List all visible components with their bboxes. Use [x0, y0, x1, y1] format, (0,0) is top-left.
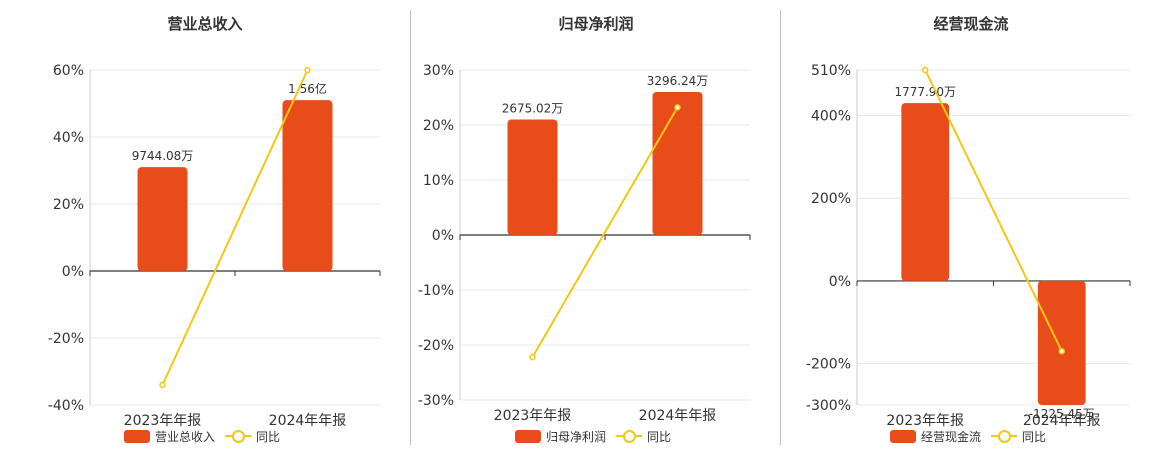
bar: [1037, 280, 1086, 405]
legend-line-swatch: [616, 429, 642, 443]
legend-bar-swatch: [889, 429, 916, 443]
yoy-point: [159, 381, 166, 389]
x-tick-label: 2024年年报: [639, 408, 717, 424]
yoy-point: [674, 104, 681, 111]
x-tick-label: 2024年年报: [1023, 413, 1101, 429]
y-tick-label: -20%: [48, 331, 84, 347]
net-profit-chart: 30% 20% 10% 0% -10% -20% -30% 2675.02万 3296.24万 2…: [418, 63, 751, 424]
bar-data-label: 2675.02万: [502, 102, 564, 116]
bar-data-label: 3296.24万: [647, 74, 709, 88]
y-tick-label: 0%: [62, 264, 84, 280]
y-tick-label: 0%: [432, 228, 454, 244]
legend-item-bar[interactable]: 归母净利润: [514, 428, 606, 445]
bar-data-label: -1225.45万: [1029, 407, 1095, 421]
yoy-point: [922, 66, 929, 74]
legend-line-label: 同比: [256, 429, 281, 444]
legend-line-swatch: [225, 429, 251, 443]
legend-item-line[interactable]: 同比: [616, 428, 671, 445]
panel-divider: [780, 10, 781, 445]
y-tick-label: 200%: [811, 191, 851, 207]
bar-data-label: 1777.90万: [894, 85, 956, 99]
legend-item-bar[interactable]: 营业总收入: [123, 428, 215, 445]
bar: [652, 92, 703, 235]
yoy-line: [161, 69, 309, 386]
cash-flow-chart-panel: 经营现金流 510% 400% 200% 0% -200% -300% 1777.90万 -1…: [782, 0, 1160, 450]
y-tick-label: 0%: [829, 274, 851, 290]
yoy-line: [924, 69, 1063, 352]
revenue-chart: 60% 40% 20% 0% -20% -40% 9744.08万 1.56亿 2023年年报 2…: [48, 63, 381, 429]
legend-line-label: 同比: [1022, 429, 1047, 444]
legend-item-line[interactable]: 同比: [991, 428, 1046, 445]
legend-bar-label: 营业总收入: [154, 429, 215, 444]
yoy-line: [531, 106, 679, 358]
x-tick-label: 2023年年报: [886, 413, 964, 429]
y-tick-label: 20%: [423, 118, 454, 134]
y-tick-label: -30%: [418, 393, 454, 409]
y-tick-label: 10%: [423, 173, 454, 189]
legend-bar-label: 经营现金流: [920, 429, 981, 444]
bar: [901, 103, 950, 281]
legend-bar-swatch: [514, 429, 541, 443]
yoy-point: [1058, 347, 1065, 355]
y-tick-label: -200%: [806, 357, 851, 373]
y-tick-label: 20%: [53, 197, 84, 213]
y-tick-label: 510%: [811, 63, 851, 79]
yoy-point: [304, 66, 311, 74]
x-tick-label: 2023年年报: [494, 408, 572, 424]
net-profit-chart-panel: 归母净利润 30% 20% 10% 0% -10% -20% -30% 2675.02万 329…: [411, 0, 781, 450]
y-tick-label: -300%: [806, 398, 851, 414]
y-tick-label: 30%: [423, 63, 454, 79]
bar: [137, 167, 188, 271]
chart-title: 归母净利润: [558, 15, 634, 33]
chart-legend: 归母净利润 同比: [411, 427, 781, 445]
legend-bar-swatch: [123, 429, 150, 443]
bar-data-label: 9744.08万: [132, 149, 194, 163]
chart-legend: 经营现金流 同比: [782, 427, 1160, 445]
y-tick-label: -10%: [418, 283, 454, 299]
yoy-point: [529, 353, 536, 361]
chart-legend: 营业总收入 同比: [0, 427, 410, 445]
y-tick-label: 400%: [811, 108, 851, 124]
panel-divider: [410, 10, 411, 445]
y-tick-label: 40%: [53, 130, 84, 146]
x-tick-label: 2023年年报: [124, 413, 202, 429]
y-tick-label: -40%: [48, 398, 84, 414]
cash-flow-chart: 510% 400% 200% 0% -200% -300% 1777.90万 -1225.45…: [806, 63, 1131, 429]
y-tick-label: -20%: [418, 338, 454, 354]
bar: [282, 100, 333, 272]
legend-line-swatch: [991, 429, 1017, 443]
chart-title: 营业总收入: [167, 15, 243, 33]
legend-line-label: 同比: [647, 429, 672, 444]
bar: [507, 119, 558, 235]
legend-item-bar[interactable]: 经营现金流: [889, 428, 981, 445]
chart-title: 经营现金流: [933, 15, 1009, 33]
y-tick-label: 60%: [53, 63, 84, 79]
x-tick-label: 2024年年报: [269, 413, 347, 429]
legend-bar-label: 归母净利润: [545, 429, 606, 444]
revenue-chart-panel: 营业总收入 60% 40% 20% 0% -20% -40% 9744.08万 1.56亿 20…: [0, 0, 410, 450]
bar-data-label: 1.56亿: [288, 81, 327, 96]
legend-item-line[interactable]: 同比: [225, 428, 280, 445]
